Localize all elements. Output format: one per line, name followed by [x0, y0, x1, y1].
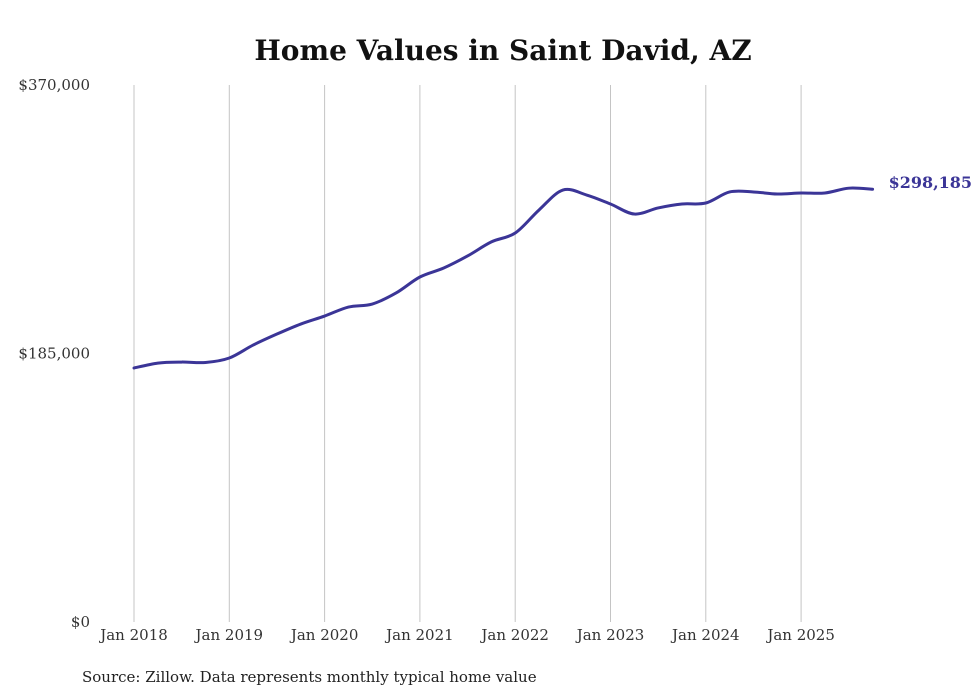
- x-tick-label: Jan 2024: [670, 626, 740, 644]
- y-tick-label: $370,000: [18, 76, 90, 94]
- x-tick-label: Jan 2019: [194, 626, 264, 644]
- chart-title: Home Values in Saint David, AZ: [254, 34, 751, 67]
- x-tick-label: Jan 2022: [479, 626, 549, 644]
- x-tick-label: Jan 2025: [765, 626, 835, 644]
- end-value-label: $298,185: [889, 173, 973, 192]
- x-tick-label: Jan 2018: [98, 626, 168, 644]
- y-tick-label: $185,000: [18, 345, 90, 363]
- x-tick-label: Jan 2023: [575, 626, 645, 644]
- source-note: Source: Zillow. Data represents monthly …: [82, 668, 537, 686]
- series-line-home-value: [132, 186, 875, 370]
- x-tick-label: Jan 2021: [384, 626, 454, 644]
- x-tick-label: Jan 2020: [289, 626, 359, 644]
- y-tick-label: $0: [71, 613, 90, 631]
